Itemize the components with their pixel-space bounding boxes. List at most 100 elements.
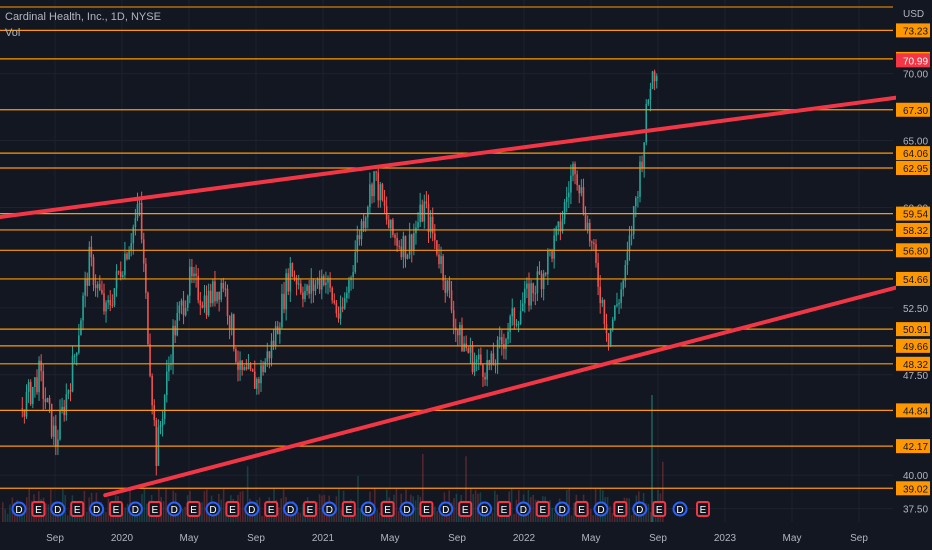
earnings-marker[interactable] [613,501,628,517]
candle-body [304,291,306,300]
earnings-marker[interactable] [652,501,667,517]
earnings-marker-label: E [190,505,197,516]
dividend-marker[interactable] [127,501,143,517]
trend-line-lower[interactable] [103,276,932,498]
level-price-badge [896,356,930,371]
candle-body [630,234,633,236]
candle-body [434,233,436,241]
volume-bar [359,509,362,522]
volume-bar [357,475,359,522]
dividend-marker[interactable] [593,501,609,517]
volume-bar [494,490,496,522]
dividend-marker[interactable] [321,501,337,517]
candle-body [555,227,558,236]
dividend-marker[interactable] [632,501,648,517]
dividend-marker[interactable] [360,501,376,517]
dividend-marker[interactable] [89,501,105,517]
earnings-marker[interactable] [109,501,123,517]
dividend-marker-label: D [132,505,139,516]
candle-body [197,275,199,301]
candle-body [117,271,120,273]
candle-body [276,326,279,335]
dividend-marker[interactable] [399,501,415,517]
trend-line-upper[interactable] [0,90,932,220]
candle-body [526,283,528,289]
earnings-marker[interactable] [186,501,201,517]
volume-bar [662,461,664,522]
candle-body [122,275,124,277]
candle-body [511,308,514,317]
candle-body [235,349,237,362]
dividend-marker[interactable] [554,501,570,517]
candle-body [436,240,438,255]
volume-bar [266,513,268,522]
candle-body [519,311,522,324]
dividend-marker[interactable] [283,501,299,517]
candle-body [595,244,597,263]
dividend-marker[interactable] [515,501,531,517]
volume-bar [194,512,196,522]
earnings-marker[interactable] [497,501,511,517]
level-price-label: 44.84 [903,406,928,417]
volume-bar [568,488,570,522]
volume-bar [69,509,71,522]
volume-bar [170,509,172,522]
candle-body [256,379,258,389]
earnings-marker[interactable] [70,501,85,517]
volume-bar [280,498,282,522]
candle-body [373,171,375,197]
candle-body [503,344,505,349]
dividend-marker[interactable] [50,501,66,517]
earnings-marker[interactable] [31,501,46,517]
dividend-marker[interactable] [166,501,182,517]
candle-body [205,295,208,316]
volume-bar [86,511,88,522]
volume-bar [93,513,95,522]
volume-bar [455,493,458,522]
earnings-marker[interactable] [696,501,710,517]
candle-body [570,175,572,193]
candle-body [371,184,373,197]
dividend-marker[interactable] [11,501,27,517]
earnings-marker[interactable] [225,501,240,517]
x-tick-label: Sep [850,533,868,544]
volume-bar [647,504,650,522]
level-price-label: 54.66 [903,275,928,286]
candle-body [163,395,166,419]
earnings-marker[interactable] [419,501,434,517]
candle-body [584,212,587,229]
volume-bar [131,512,134,522]
candle-body [138,203,141,205]
earnings-marker[interactable] [147,501,162,517]
volume-bar [124,507,126,522]
dividend-marker[interactable] [477,501,493,517]
dividend-marker-label: D [520,505,527,516]
x-tick-label: May [381,533,400,544]
candle-body [609,328,612,345]
candle-body [193,273,195,277]
earnings-marker[interactable] [458,501,473,517]
dividend-marker[interactable] [205,501,221,517]
dividend-marker[interactable] [244,501,260,517]
earnings-marker[interactable] [264,501,279,517]
earnings-marker[interactable] [341,501,356,517]
candle-body [624,264,627,281]
candle-body [50,403,53,437]
earnings-marker-label: E [74,505,81,516]
candle-body [260,365,262,384]
earnings-marker[interactable] [574,501,589,517]
candle-body [438,254,440,265]
candle-body [126,253,128,260]
earnings-marker[interactable] [303,501,317,517]
earnings-marker[interactable] [380,501,395,517]
earnings-marker[interactable] [535,501,550,517]
dividend-marker[interactable] [672,501,688,517]
chart-title: Cardinal Health, Inc., 1D, NYSE [5,11,161,23]
candle-body [55,425,57,447]
current-price-label: 70.99 [903,56,928,67]
dividend-marker[interactable] [438,501,454,517]
candle-body [628,235,631,252]
candle-body [73,355,76,357]
y-tick-label: 47.50 [903,371,928,382]
